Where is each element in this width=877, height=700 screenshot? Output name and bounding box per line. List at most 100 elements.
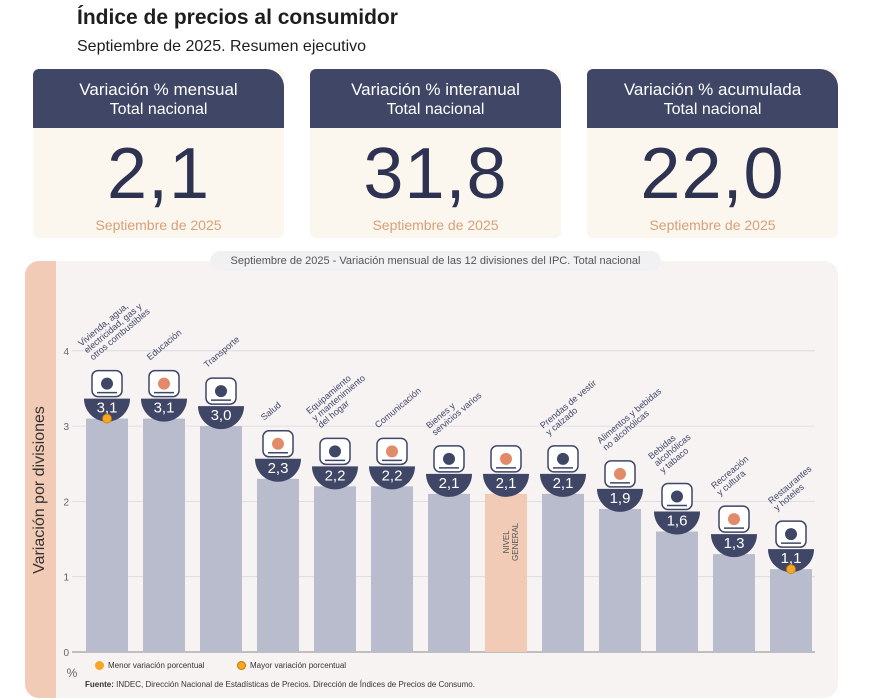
max-marker-icon xyxy=(237,661,246,670)
bar xyxy=(143,418,185,652)
y-axis-band xyxy=(25,261,56,698)
value-badge xyxy=(711,534,757,558)
y-unit-label: % xyxy=(67,666,78,680)
y-tick-label: 2 xyxy=(63,497,69,508)
value-badge xyxy=(768,549,814,573)
bar xyxy=(314,486,356,652)
category-label: Salud xyxy=(259,400,283,422)
bar xyxy=(428,493,470,652)
notebook-icon xyxy=(148,369,180,398)
value-label: 2,1 xyxy=(553,475,574,492)
legend-min-label: Menor variación porcentual xyxy=(108,661,205,670)
category-label: Transporte xyxy=(202,334,242,369)
house-bulb-icon xyxy=(91,369,123,398)
value-badge xyxy=(255,458,301,482)
value-badge xyxy=(141,398,187,422)
kpi-header: Variación % mensual Total nacional xyxy=(33,69,284,128)
category-label: NIVELGENERAL xyxy=(502,522,520,561)
source-note: Fuente: INDEC, Dirección Nacional de Est… xyxy=(85,680,475,689)
bar xyxy=(86,418,128,652)
bar xyxy=(770,569,812,652)
category-label: Vivienda, agua,electricidad, gas yotros … xyxy=(76,292,152,362)
value-badge xyxy=(654,511,700,535)
kpi-value: 22,0 xyxy=(640,134,785,214)
kpi-value: 31,8 xyxy=(363,134,508,214)
bar xyxy=(656,531,698,652)
value-badge xyxy=(540,473,586,497)
value-label: 2,1 xyxy=(439,475,460,492)
min-variation-marker xyxy=(786,564,796,575)
kpi-card-accumulated: Variación % acumulada Total nacional 22,… xyxy=(587,69,838,238)
category-label: Restaurantesy hoteles xyxy=(766,463,820,512)
value-label: 2,3 xyxy=(268,460,289,477)
kpi-footer: Septiembre de 2025 xyxy=(372,217,499,233)
value-label: 1,3 xyxy=(724,535,745,552)
value-label: 3,1 xyxy=(154,400,175,417)
shopping-basket-icon xyxy=(490,445,522,473)
source-label: Fuente: xyxy=(85,680,114,689)
chart-caption: Septiembre de 2025 - Variación mensual d… xyxy=(210,251,661,271)
tshirt-shoe-icon xyxy=(547,445,579,473)
kpi-card-yoy: Variación % interanual Total nacional 31… xyxy=(310,69,561,238)
source-text: INDEC, Dirección Nacional de Estadística… xyxy=(116,680,475,689)
chicken-fruit-icon xyxy=(604,460,636,488)
legend-min: Menor variación porcentual xyxy=(95,661,205,670)
legend-max-label: Mayor variación porcentual xyxy=(250,661,347,670)
razor-comb-icon xyxy=(433,445,465,473)
value-badge xyxy=(597,488,643,512)
beach-umbrella-icon xyxy=(718,505,750,533)
category-label: Bebidasalcohólicasy tabaco xyxy=(646,425,698,475)
wine-bottle-icon xyxy=(661,482,693,511)
bar xyxy=(599,508,641,652)
value-badge xyxy=(198,406,244,430)
bar xyxy=(485,493,527,652)
air-conditioner-icon xyxy=(319,437,351,466)
kpi-footer: Septiembre de 2025 xyxy=(649,217,776,233)
category-label: Equipamientoy mantenimientodel hogar xyxy=(304,366,373,430)
category-label: Comunicación xyxy=(373,386,423,430)
bar xyxy=(713,554,755,652)
kpi-card-monthly: Variación % mensual Total nacional 2,1 S… xyxy=(33,69,284,238)
y-tick-label: 4 xyxy=(63,347,69,358)
bar xyxy=(257,478,299,652)
kpi-footer: Septiembre de 2025 xyxy=(95,217,222,233)
value-badge xyxy=(84,398,130,422)
max-variation-marker xyxy=(102,413,112,424)
value-label: 1,9 xyxy=(610,490,631,507)
y-tick-label: 1 xyxy=(63,573,69,584)
bus-icon xyxy=(205,377,237,405)
legend-max: Mayor variación porcentual xyxy=(237,661,346,670)
smartphone-icon xyxy=(376,437,408,466)
value-label: 1,6 xyxy=(667,513,688,530)
value-label: 1,1 xyxy=(781,550,802,567)
page-title: Índice de precios al consumidor xyxy=(77,6,398,29)
kpi-title: Variación % interanual xyxy=(351,80,520,99)
value-badge xyxy=(426,473,472,497)
y-tick-label: 0 xyxy=(63,648,69,659)
kpi-value: 2,1 xyxy=(106,134,211,214)
bar xyxy=(371,486,413,652)
min-marker-icon xyxy=(95,661,104,670)
kpi-title: Variación % mensual xyxy=(79,80,238,99)
kpi-title: Variación % acumulada xyxy=(623,80,802,99)
category-label: Educación xyxy=(145,327,184,362)
bar xyxy=(542,493,584,652)
y-tick-label: 3 xyxy=(63,422,69,433)
value-label: 3,1 xyxy=(97,400,118,417)
value-badge xyxy=(312,466,358,490)
first-aid-icon xyxy=(262,430,294,458)
value-label: 2,2 xyxy=(382,467,403,484)
category-label: Bienes yservicios varios xyxy=(424,383,484,437)
kpi-subtitle: Total nacional xyxy=(386,101,485,118)
value-label: 2,1 xyxy=(496,475,517,492)
value-label: 2,2 xyxy=(325,467,346,484)
value-badge xyxy=(483,473,529,497)
kpi-subtitle: Total nacional xyxy=(663,101,762,118)
value-label: 3,0 xyxy=(211,407,232,424)
category-label: Recreacióny cultura xyxy=(709,454,756,498)
kpi-header: Variación % interanual Total nacional xyxy=(310,69,561,128)
bar xyxy=(200,426,242,652)
kpi-header: Variación % acumulada Total nacional xyxy=(587,69,838,128)
category-label: Prendas de vestiry calzado xyxy=(538,378,604,438)
